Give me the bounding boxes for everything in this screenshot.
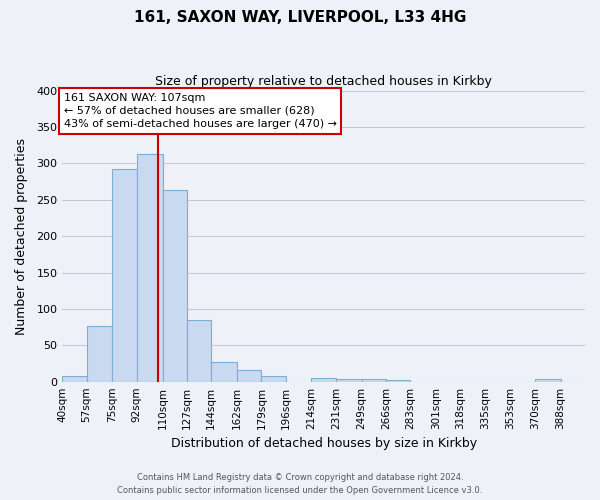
Text: 161, SAXON WAY, LIVERPOOL, L33 4HG: 161, SAXON WAY, LIVERPOOL, L33 4HG bbox=[134, 10, 466, 25]
Bar bbox=[336, 379, 362, 382]
Text: Contains HM Land Registry data © Crown copyright and database right 2024.
Contai: Contains HM Land Registry data © Crown c… bbox=[118, 474, 482, 495]
Bar bbox=[535, 380, 560, 382]
Bar bbox=[137, 154, 163, 382]
Text: 161 SAXON WAY: 107sqm
← 57% of detached houses are smaller (628)
43% of semi-det: 161 SAXON WAY: 107sqm ← 57% of detached … bbox=[64, 92, 337, 129]
Bar bbox=[62, 376, 86, 382]
Title: Size of property relative to detached houses in Kirkby: Size of property relative to detached ho… bbox=[155, 75, 492, 88]
Bar bbox=[163, 190, 187, 382]
Y-axis label: Number of detached properties: Number of detached properties bbox=[15, 138, 28, 334]
Bar bbox=[86, 326, 112, 382]
Bar bbox=[386, 380, 410, 382]
Bar bbox=[262, 376, 286, 382]
Bar bbox=[311, 378, 336, 382]
Bar bbox=[362, 380, 386, 382]
Bar bbox=[211, 362, 237, 382]
Bar bbox=[187, 320, 211, 382]
X-axis label: Distribution of detached houses by size in Kirkby: Distribution of detached houses by size … bbox=[170, 437, 477, 450]
Bar bbox=[112, 169, 137, 382]
Bar bbox=[237, 370, 262, 382]
